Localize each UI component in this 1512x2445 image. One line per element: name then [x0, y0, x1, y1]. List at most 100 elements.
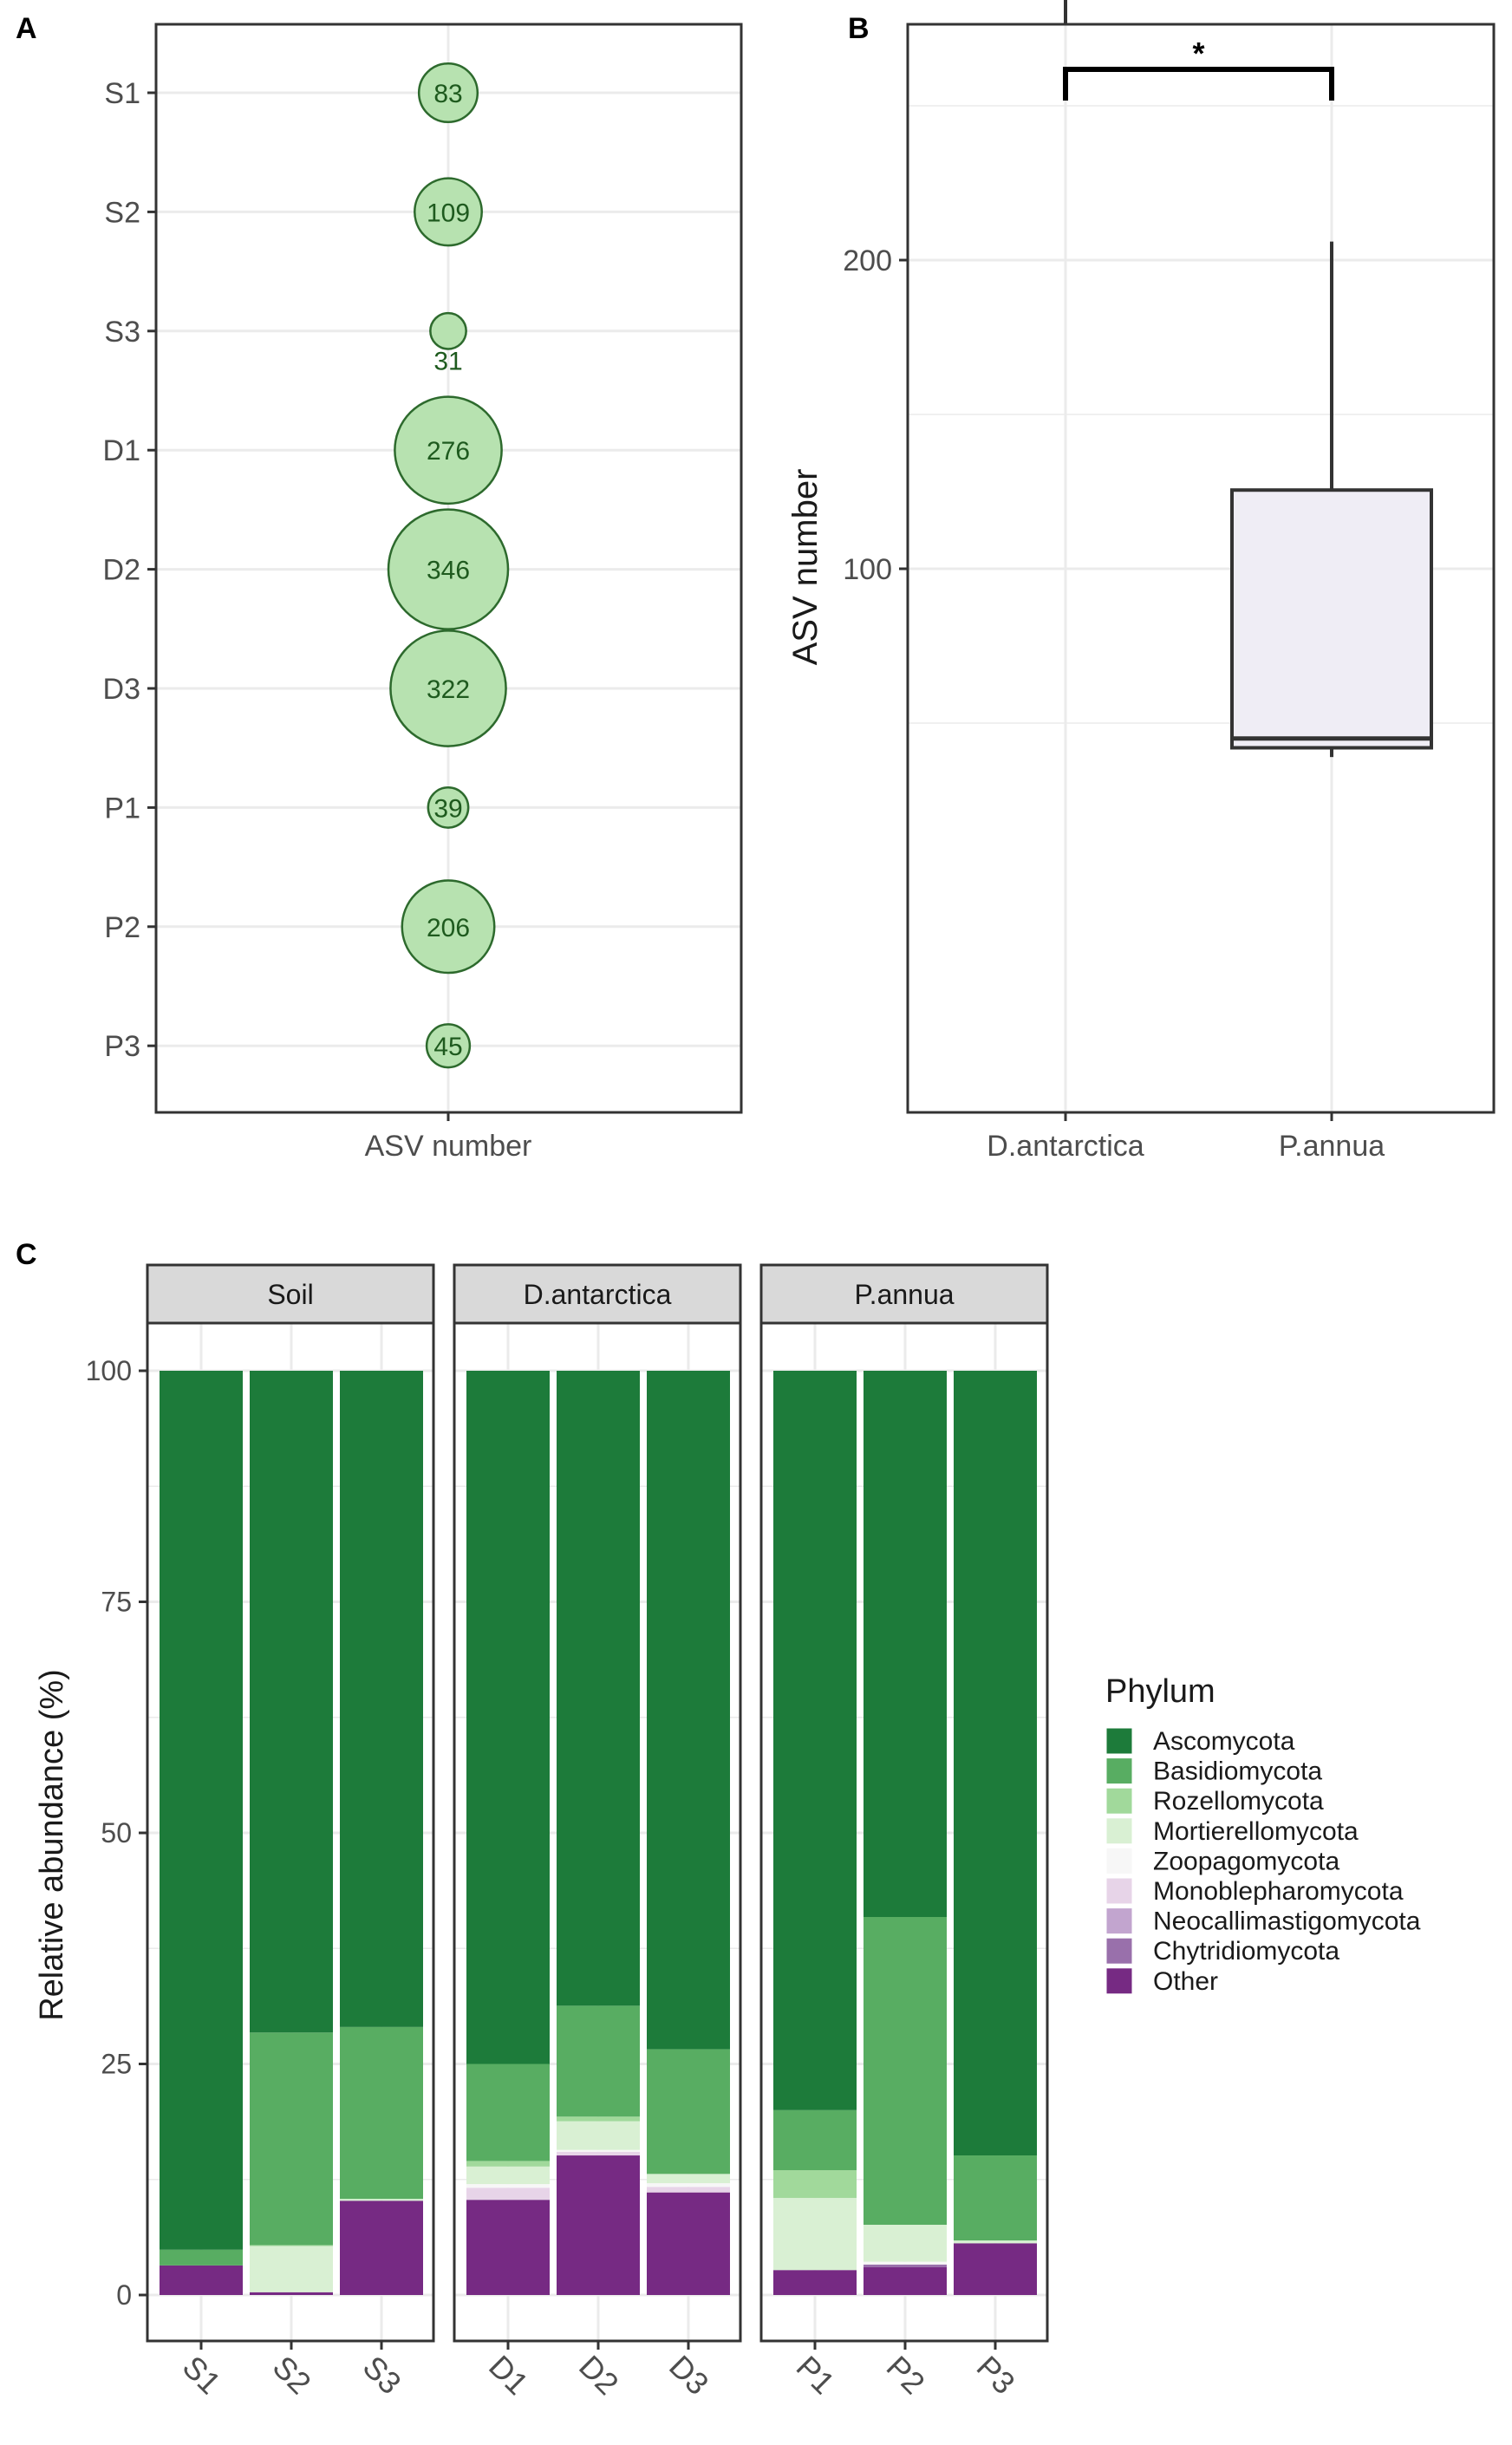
panel-a-ytick-label-d3: D3	[103, 673, 140, 706]
bar-segment-p2-ascomycota	[864, 1371, 947, 1918]
panel-c-ytick-label-75: 75	[101, 1587, 132, 1618]
panel-b-significance: *	[1063, 36, 1334, 101]
bubble-label-d2: 346	[427, 557, 470, 585]
bubble-d1	[394, 395, 503, 505]
facet-strip-label-d-antarctica: D.antarctica	[524, 1279, 672, 1310]
bar-segment-d3-ascomycota	[647, 1371, 730, 2050]
bar-segment-p2-zoopagomycota	[864, 2261, 947, 2265]
panel-a-x-axis-title: ASV number	[365, 1130, 532, 1163]
panel-a-ytick-label-d1: D1	[103, 434, 140, 467]
bubble-s2	[414, 177, 483, 247]
panel-a-axis: S1 S2 S3 D1 D2 D3 P1 P2 P3	[103, 77, 450, 1121]
bubble-label-p2: 206	[427, 914, 470, 942]
bubble-label-d3: 322	[427, 675, 470, 704]
panel-c-ytick-label-50: 50	[101, 1817, 132, 1848]
legend-swatch-ascomycota	[1105, 1727, 1133, 1755]
legend-swatch-rozellomycota	[1105, 1787, 1133, 1815]
facet-strip-label-soil: Soil	[267, 1279, 313, 1310]
legend-label-mortierellomycota: Mortierellomycota	[1153, 1817, 1359, 1846]
panel-a-ytick-label-p3: P3	[104, 1030, 140, 1063]
bar-segment-p3-basidiomycota	[954, 2155, 1037, 2241]
bar-segment-p1-rozellomycota	[773, 2170, 857, 2199]
panel-c-ytick-label-100: 100	[86, 1355, 132, 1386]
bar-segment-s2-mortierellomycota	[250, 2246, 333, 2292]
panel-a-ytick-label-p2: P2	[104, 911, 140, 944]
facet-strip-label-p-annua: P.annua	[854, 1279, 954, 1310]
bar-segment-p3-mortierellomycota	[954, 2240, 1037, 2244]
legend-label-zoopagomycota: Zoopagomycota	[1153, 1847, 1339, 1875]
bar-segment-p1-basidiomycota	[773, 2109, 857, 2171]
bar-segment-d1-zoopagomycota	[466, 2184, 550, 2188]
panel-b-ytick-label-100: 100	[843, 553, 892, 586]
bar-segment-d1-ascomycota	[466, 1371, 550, 2064]
bar-segment-s1-basidiomycota	[160, 2249, 243, 2266]
bar-segment-d2-mortierellomycota	[557, 2121, 640, 2150]
legend-swatch-other	[1105, 1967, 1133, 1995]
facet-d-antarctica: D.antarctica	[453, 1263, 742, 2343]
legend-swatch-monoblepharomycota	[1105, 1877, 1133, 1905]
legend-label-rozellomycota: Rozellomycota	[1153, 1787, 1324, 1816]
bar-segment-d2-zoopagomycota	[557, 2149, 640, 2152]
panel-b-boxes	[1064, 0, 1433, 758]
legend-label-monoblepharomycota: Monoblepharomycota	[1153, 1877, 1404, 1906]
significance-label: *	[1192, 36, 1204, 71]
bar-segment-s3-basidiomycota	[340, 2026, 423, 2200]
legend-swatch-zoopagomycota	[1105, 1847, 1133, 1874]
bar-segment-s3-other	[340, 2200, 423, 2295]
legend-swatch-basidiomycota	[1105, 1757, 1133, 1785]
bar-segment-d1-mortierellomycota	[466, 2166, 550, 2185]
bar-segment-d3-basidiomycota	[647, 2049, 730, 2174]
bar-segment-s1-ascomycota	[160, 1371, 243, 2250]
panel-a-bubble-chart: 83 109 31 276 346 322 39 206 45 S1 S2 S3 D1 D2 D3 P1 P2…	[103, 23, 743, 1163]
facet-soil: Soil	[146, 1263, 435, 2343]
bubble-d2	[387, 508, 510, 630]
legend-swatch-neocallimastigomycota	[1105, 1907, 1133, 1935]
bar-segment-d3-zoopagomycota	[647, 2183, 730, 2187]
legend-swatch-chytridiomycota	[1105, 1937, 1133, 1965]
panel-c-y-axis-title: Relative abundance (%)	[34, 1669, 70, 2021]
bar-segment-d2-monoblepharomycota	[557, 2151, 640, 2156]
legend-label-other: Other	[1153, 1967, 1218, 1996]
bar-segment-d3-monoblepharomycota	[647, 2187, 730, 2193]
bar-segment-p1-mortierellomycota	[773, 2198, 857, 2271]
legend-label-basidiomycota: Basidiomycota	[1153, 1757, 1322, 1786]
panel-label-a: A	[16, 12, 37, 45]
bubble-p3	[425, 1023, 472, 1069]
panel-a-ytick-label-s3: S3	[104, 316, 140, 349]
bubble-label-p3: 45	[433, 1033, 462, 1061]
panel-b-y-axis-title: ASV number	[786, 469, 824, 666]
legend-label-ascomycota: Ascomycota	[1153, 1727, 1295, 1756]
facet-p-annua: P.annua	[759, 1263, 1049, 2343]
bubble-d3	[389, 629, 507, 747]
bubble-label-s1: 83	[433, 80, 462, 108]
bar-segment-p2-basidiomycota	[864, 1917, 947, 2225]
bubble-p1	[427, 786, 470, 829]
bar-segment-p1-ascomycota	[773, 1371, 857, 2110]
bar-segment-p3-ascomycota	[954, 1371, 1037, 2156]
bar-segment-d3-mortierellomycota	[647, 2174, 730, 2184]
bar-segment-s3-ascomycota	[340, 1371, 423, 2027]
panel-a-ytick-label-p1: P1	[104, 792, 140, 825]
bar-segment-d3-other	[647, 2192, 730, 2295]
bar-segment-s2-basidiomycota	[250, 2032, 333, 2246]
panel-c-legend: Phylum AscomycotaBasidiomycotaRozellomyc…	[1105, 1673, 1421, 1996]
panel-c-ytick-label-0: 0	[116, 2279, 132, 2311]
bar-segment-p2-mortierellomycota	[864, 2224, 947, 2262]
facet-strip-soil	[146, 1263, 435, 1325]
bar-segment-d1-rozellomycota	[466, 2161, 550, 2167]
panel-label-c: C	[16, 1238, 37, 1271]
panel-a-ytick-label-s2: S2	[104, 196, 140, 229]
bar-segment-s2-ascomycota	[250, 1371, 333, 2033]
legend-label-chytridiomycota: Chytridiomycota	[1153, 1937, 1339, 1966]
significance-bracket	[1063, 67, 1334, 101]
panel-b-xtick-label-p-annua: P.annua	[1279, 1130, 1385, 1163]
bar-segment-d2-other	[557, 2155, 640, 2295]
bar-segment-p3-other	[954, 2243, 1037, 2295]
legend-label-neocallimastigomycota: Neocallimastigomycota	[1153, 1907, 1421, 1936]
panel-b-ytick-label-200: 200	[843, 244, 892, 277]
bar-segment-d1-basidiomycota	[466, 2064, 550, 2161]
bubble-label-s3: 31	[433, 347, 462, 375]
